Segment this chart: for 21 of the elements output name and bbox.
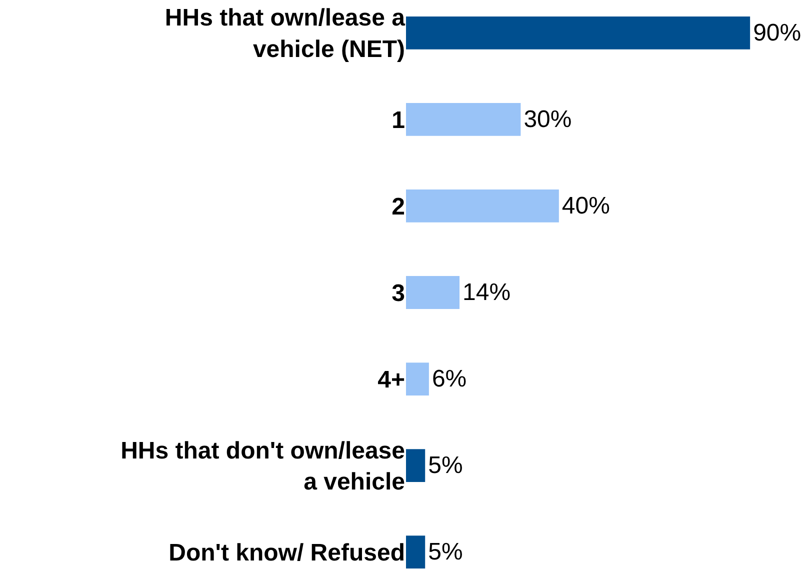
data-label: 40% [562, 192, 610, 220]
data-label: 90% [753, 19, 802, 46]
y-tick-label: Don't know/ Refused [168, 540, 405, 567]
data-label: 6% [432, 366, 467, 393]
data-label: 30% [524, 106, 572, 133]
bar [406, 190, 559, 222]
bar [406, 362, 429, 396]
bar [406, 102, 521, 136]
bar [406, 276, 460, 309]
y-tick-label: 1 [392, 106, 405, 134]
data-label: 5% [428, 538, 463, 566]
bar [406, 449, 426, 482]
data-label: 5% [428, 452, 463, 480]
y-tick-label: 2 [392, 193, 405, 220]
y-tick-label: HHs that own/lease a vehicle (NET) [164, 4, 406, 63]
data-label: 14% [462, 279, 511, 306]
y-tick-label: 4+ [378, 366, 405, 394]
y-tick-label: 3 [392, 280, 405, 307]
bar [406, 536, 426, 569]
y-tick-label: HHs that don't own/lease a vehicle [120, 437, 405, 496]
bar [406, 16, 750, 50]
